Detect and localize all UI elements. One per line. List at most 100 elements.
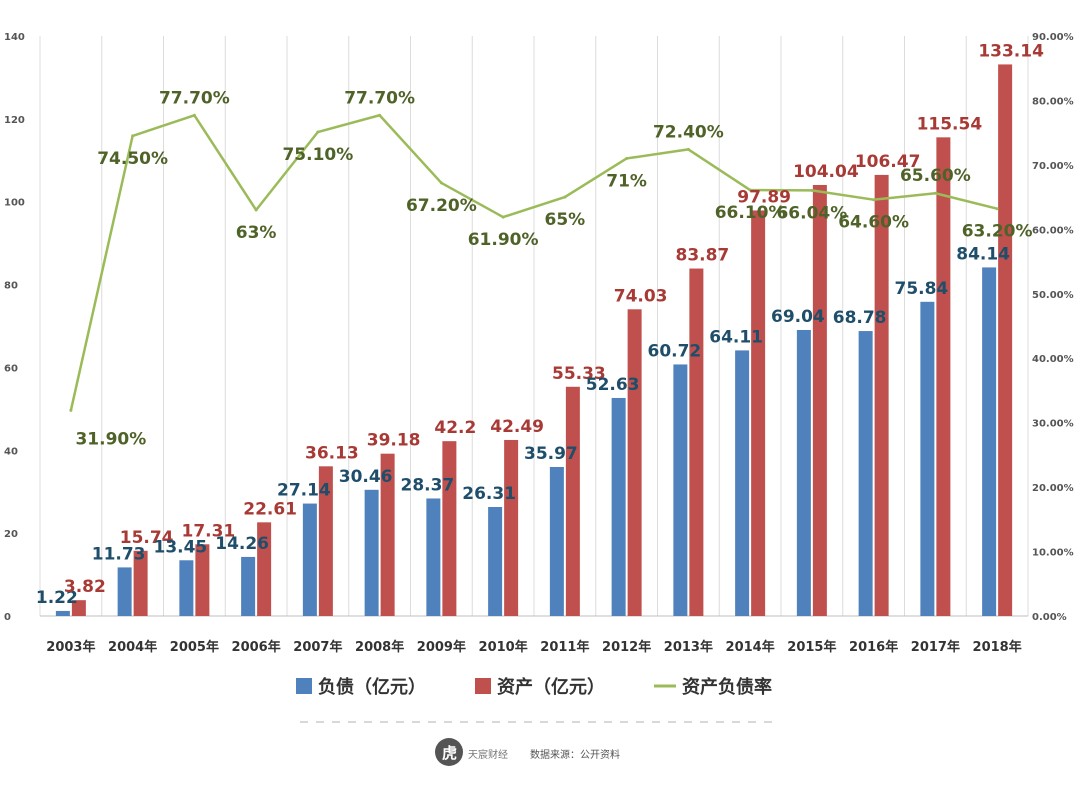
- source-text: 数据来源：公开资料: [530, 748, 620, 761]
- liabilities-bar: [117, 567, 132, 616]
- left-tick-label: 100: [4, 198, 25, 209]
- liabilities-bar: [426, 498, 441, 616]
- legend-swatch-assets: [475, 678, 491, 694]
- logo-mark: [435, 738, 463, 766]
- assets-data-label: 55.33: [552, 364, 606, 384]
- liabilities-bar: [920, 301, 935, 616]
- liabilities-bar: [858, 331, 873, 616]
- assets-bar: [874, 174, 889, 616]
- assets-data-label: 133.14: [978, 41, 1044, 61]
- ratio-point: [625, 156, 629, 160]
- assets-bar: [71, 600, 86, 616]
- right-tick-label: 60.00%: [1032, 225, 1074, 236]
- ratio-point: [439, 181, 443, 185]
- logo-text: 天宸财经: [468, 748, 508, 761]
- assets-bar: [998, 64, 1013, 617]
- left-tick-label: 40: [4, 446, 18, 457]
- ratio-data-label: 61.90%: [468, 230, 539, 250]
- x-tick-label: 2005年: [170, 639, 219, 655]
- x-tick-label: 2014年: [726, 639, 775, 655]
- liabilities-data-label: 11.73: [92, 544, 146, 564]
- gridlines: [39, 36, 1029, 617]
- ratio-point: [69, 408, 73, 412]
- assets-bar: [195, 544, 210, 616]
- legend-label-ratio: 资产负债率: [682, 676, 772, 698]
- ratio-line-path: [69, 114, 998, 411]
- liabilities-data-label: 84.14: [956, 244, 1010, 264]
- right-tick-label: 90.00%: [1032, 32, 1074, 43]
- assets-bar: [318, 466, 333, 616]
- assets-data-label: 22.61: [243, 499, 297, 519]
- ratio-point: [748, 188, 752, 192]
- ratio-data-label: 65%: [545, 210, 586, 230]
- liabilities-bar: [549, 466, 564, 616]
- right-tick-label: 10.00%: [1032, 548, 1074, 559]
- ratio-point: [131, 134, 135, 138]
- x-tick-label: 2015年: [787, 639, 836, 655]
- liabilities-data-label: 14.26: [215, 534, 269, 554]
- liabilities-data-label: 35.97: [524, 444, 578, 464]
- left-y-axis: 0 20 40 60 80 100 120 140: [4, 32, 25, 623]
- x-tick-label: 2012年: [602, 639, 651, 655]
- liabilities-data-label: 1.22: [36, 588, 78, 608]
- x-tick-label: 2009年: [417, 639, 466, 655]
- assets-bar: [133, 550, 148, 616]
- assets-bar: [565, 386, 580, 616]
- liabilities-bar: [611, 397, 626, 616]
- legend-swatch-liabilities: [296, 678, 312, 694]
- ratio-data-label: 63.20%: [962, 222, 1033, 242]
- bars: [55, 64, 1013, 617]
- liabilities-bar: [55, 610, 70, 616]
- assets-bar: [257, 522, 272, 616]
- x-tick-label: 2016年: [849, 639, 898, 655]
- ratio-point: [254, 208, 258, 212]
- ratio-data-label: 66.10%: [715, 203, 786, 223]
- assets-data-label: 97.89: [737, 187, 791, 207]
- x-tick-label: 2018年: [973, 639, 1022, 655]
- right-tick-label: 80.00%: [1032, 96, 1074, 107]
- ratio-point: [686, 147, 690, 151]
- ratio-data-label: 67.20%: [406, 196, 477, 216]
- ratio-data-label: 72.40%: [653, 122, 724, 142]
- ratio-data-label: 66.04%: [776, 203, 847, 223]
- x-tick-label: 2008年: [355, 639, 404, 655]
- left-tick-label: 120: [4, 115, 25, 126]
- ratio-data-label: 77.70%: [159, 88, 230, 108]
- ratio-point: [316, 130, 320, 134]
- ratio-point: [933, 191, 937, 195]
- assets-bar: [936, 137, 951, 616]
- ratio-point: [563, 195, 567, 199]
- right-y-axis: 0.00% 10.00% 20.00% 30.00% 40.00% 50.00% 60.00…: [1032, 32, 1074, 623]
- legend-label-assets: 资产（亿元）: [497, 676, 605, 698]
- footer: 虎 天宸财经 数据来源：公开资料: [300, 721, 780, 766]
- right-tick-label: 20.00%: [1032, 483, 1074, 494]
- left-tick-label: 60: [4, 363, 18, 374]
- ratio-data-label: 77.70%: [344, 88, 415, 108]
- ratio-point: [192, 113, 196, 117]
- liabilities-bar: [982, 267, 997, 616]
- liabilities-data-label: 27.14: [277, 481, 331, 501]
- ratio-point: [810, 188, 814, 192]
- liabilities-data-label: 26.31: [462, 484, 516, 504]
- assets-data-label: 106.47: [855, 152, 921, 172]
- assets-bar: [751, 210, 766, 616]
- liabilities-data-label: 52.63: [586, 375, 640, 395]
- right-tick-label: 30.00%: [1032, 419, 1074, 430]
- x-axis-labels: 2003年 2004年 2005年 2006年 2007年 2008年 2009年 2010年…: [46, 639, 1021, 655]
- ratio-data-label: 31.90%: [75, 429, 146, 449]
- liabilities-data-label: 68.78: [833, 308, 887, 328]
- liabilities-bar: [673, 364, 688, 616]
- ratio-data-label: 75.10%: [282, 145, 353, 165]
- assets-data-label: 83.87: [675, 246, 729, 266]
- right-tick-label: 50.00%: [1032, 290, 1074, 301]
- liabilities-bar: [241, 556, 256, 616]
- assets-data-label: 74.03: [614, 286, 668, 306]
- x-tick-label: 2004年: [108, 639, 157, 655]
- liabilities-data-label: 60.72: [647, 341, 701, 361]
- assets-bar: [504, 439, 519, 616]
- assets-data-label: 3.82: [64, 577, 106, 597]
- assets-data-label: 115.54: [917, 114, 983, 134]
- logo-glyph-icon: 虎: [442, 744, 457, 762]
- liabilities-bar: [488, 507, 503, 616]
